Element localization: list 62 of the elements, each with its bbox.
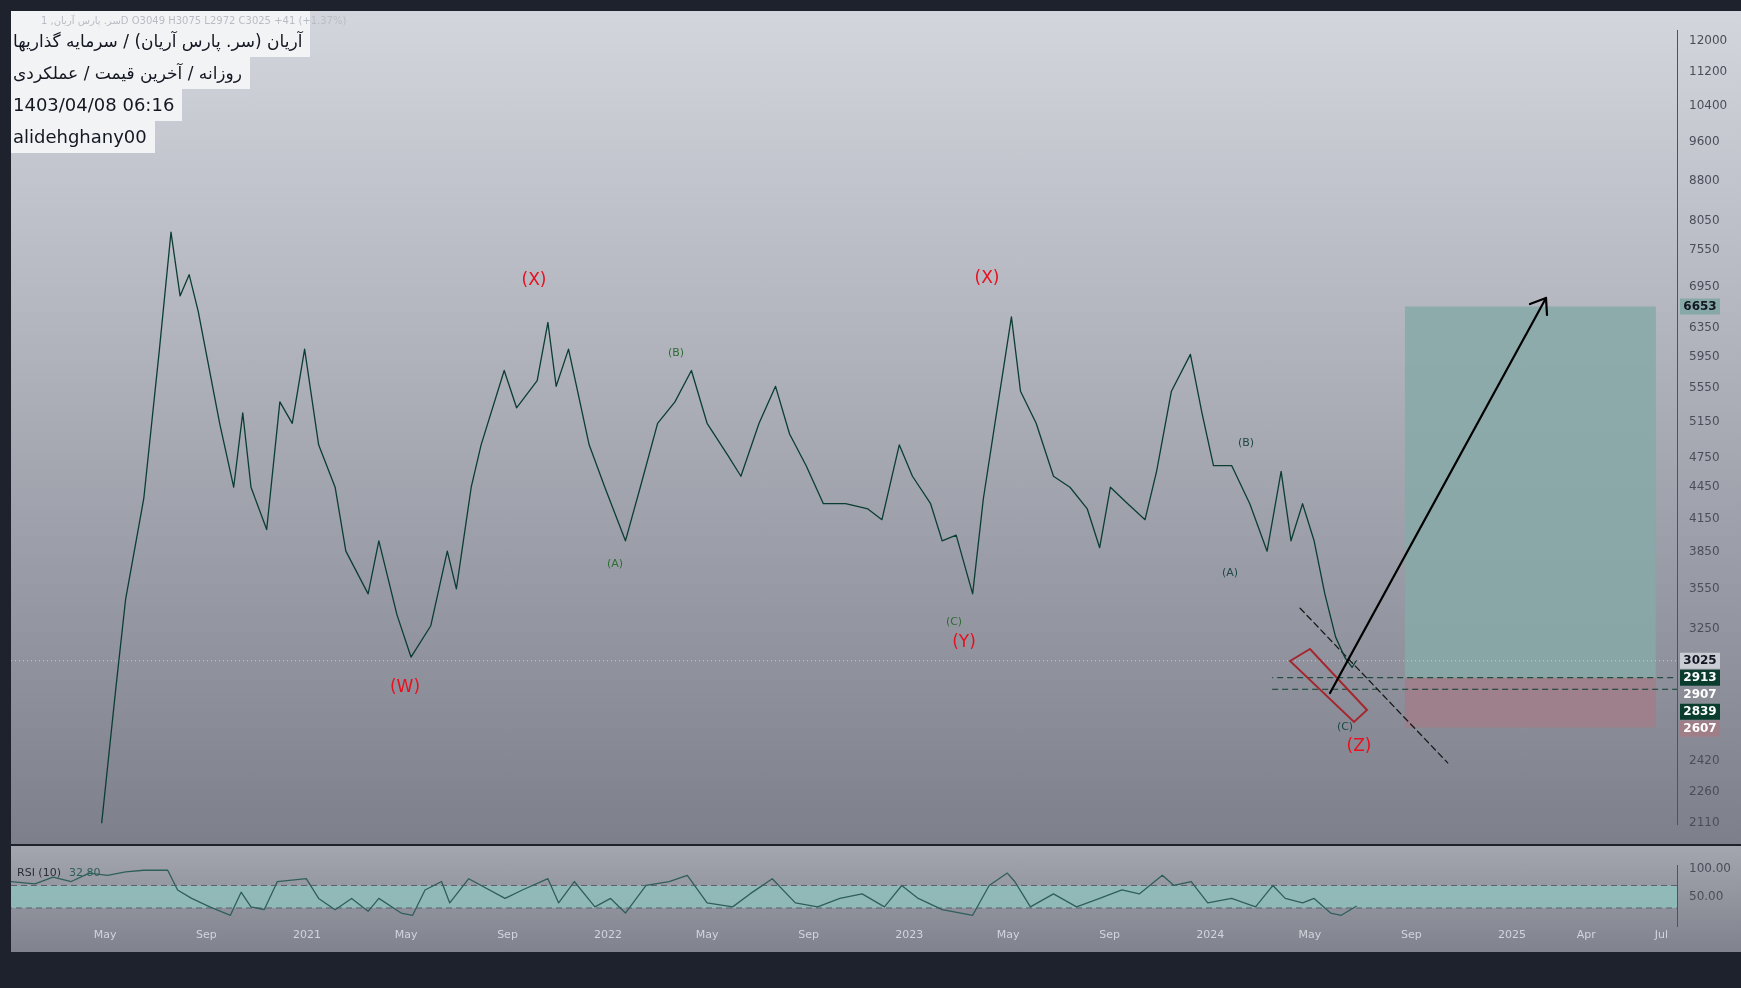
x-tick-label: 2023 (895, 928, 924, 942)
y-tick-label: 4150 (1689, 510, 1720, 525)
x-tick-label: May (1298, 928, 1322, 942)
y-tick-label: 3550 (1689, 580, 1720, 595)
x-tick-label: 2024 (1196, 928, 1225, 942)
y-tick-label: 4450 (1689, 479, 1720, 494)
text: روزانه / آخرین قیمت / عملکردی (11, 57, 250, 89)
y-tick-label: 2260 (1689, 783, 1720, 798)
text: 2907 (1683, 686, 1717, 701)
band-label: 2607 (1683, 720, 1717, 735)
x-tick-label: May (394, 928, 418, 942)
annotation: (B) (1237, 435, 1255, 449)
x-tick-label: Sep (196, 928, 217, 942)
y-tick-label: 4750 (1689, 450, 1720, 465)
band-label: 6653 (1683, 298, 1717, 313)
y-tick-label: 3850 (1689, 544, 1720, 559)
annotation: (Y) (952, 631, 976, 652)
x-tick-label: Sep (497, 928, 518, 942)
x-tick-label: 2021 (293, 928, 322, 942)
x-tick-label: Sep (1401, 928, 1422, 942)
y-tick-label: 12000 (1689, 33, 1728, 48)
y-tick-label: 2420 (1689, 753, 1720, 768)
annotation: (X) (521, 269, 547, 290)
y-tick-label: 5550 (1689, 380, 1720, 395)
y-tick-label: 5150 (1689, 413, 1720, 428)
ref-line-label: 2913 (1683, 669, 1717, 684)
x-tick-label: May (996, 928, 1020, 942)
x-tick-label: Apr (1576, 928, 1597, 942)
ref-line-label: 3025 (1683, 652, 1717, 667)
x-tick-label: May (695, 928, 719, 942)
annotation: (A) (1221, 565, 1239, 579)
chart-title: RSI (10) (17, 866, 61, 880)
y-tick-label: 5950 (1689, 348, 1720, 363)
y-tick-label: 11200 (1689, 64, 1728, 79)
y-tick-label: 8050 (1689, 212, 1720, 227)
x-tick-label: 2022 (594, 928, 623, 942)
x-tick-label: Sep (798, 928, 819, 942)
y-tick-label: 7550 (1689, 241, 1720, 256)
y-tick-label: 10400 (1689, 97, 1728, 112)
y-tick-label: 100.00 (1689, 860, 1731, 875)
ref-line-label: 2839 (1683, 703, 1717, 718)
annotation: 1403/04/08 06:16 (11, 89, 183, 121)
annotation: (B) (667, 345, 685, 359)
annotation: (C) (1336, 719, 1354, 733)
y-tick-label: 3250 (1689, 620, 1720, 635)
annotation: alidehghany00 (11, 121, 155, 153)
x-tick-label: Sep (1099, 928, 1120, 942)
annotation: (W) (389, 676, 421, 697)
y-tick-label: 9600 (1689, 133, 1720, 148)
y-tick-label: 6350 (1689, 319, 1720, 334)
x-tick-label: May (93, 928, 117, 942)
x-tick-label: Jul (1653, 928, 1668, 942)
chart-title: آریان (سر. پارس آریان) / سرمایه گذاریها (11, 25, 311, 57)
annotation: (X) (974, 267, 1000, 288)
y-tick-label: 6950 (1689, 278, 1720, 293)
annotation: (C) (945, 614, 963, 628)
x-tick-label: 2025 (1498, 928, 1527, 942)
annotation: (A) (606, 556, 624, 570)
y-tick-label: 8800 (1689, 172, 1720, 187)
y-tick-label: 50.00 (1689, 888, 1724, 903)
annotation: 32.80 (68, 866, 101, 880)
annotation: (Z) (1346, 735, 1372, 756)
